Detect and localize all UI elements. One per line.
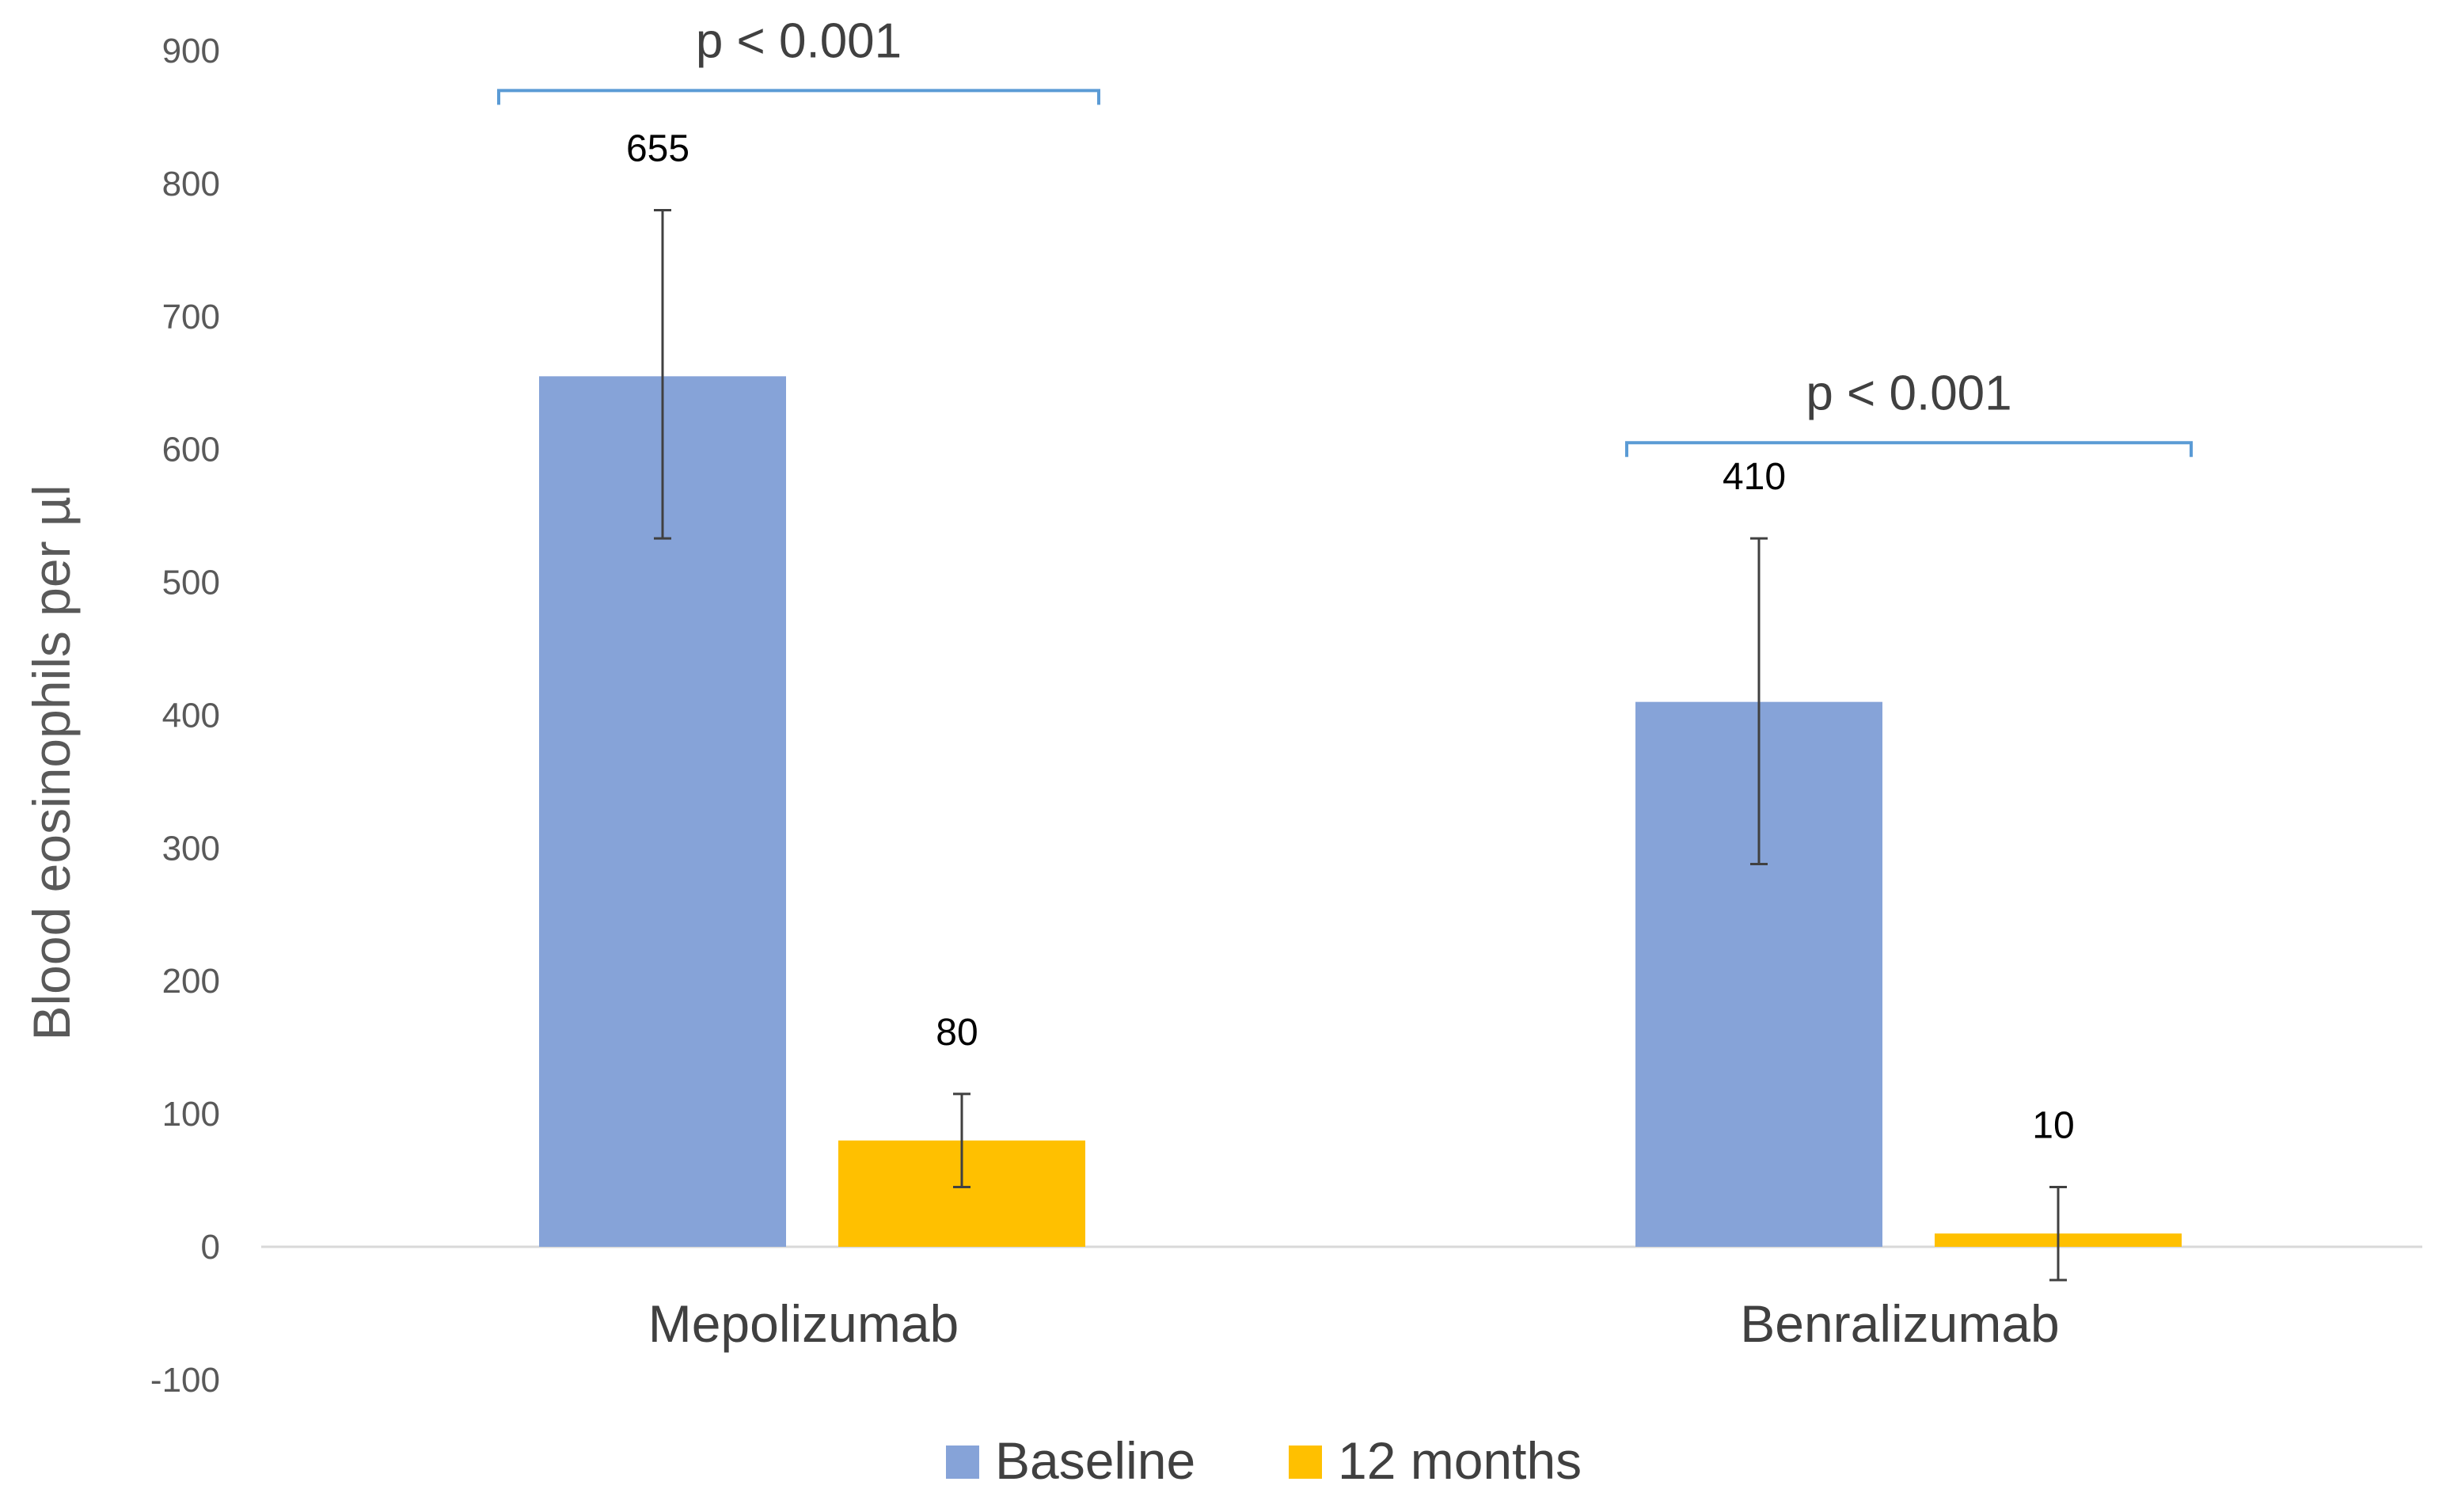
p-value-label: p < 0.001 xyxy=(696,13,902,68)
y-axis-title: Blood eosinophils per µl xyxy=(22,484,81,1040)
legend-swatch xyxy=(946,1446,979,1479)
x-category-label: Benralizumab xyxy=(1740,1294,2060,1353)
data-label: 410 xyxy=(1723,456,1786,498)
data-label: 80 xyxy=(936,1012,978,1054)
data-label: 10 xyxy=(2032,1104,2074,1146)
y-tick-label: -100 xyxy=(150,1361,220,1400)
y-tick-label: 400 xyxy=(162,696,220,735)
legend-swatch xyxy=(1289,1446,1322,1479)
legend-label: Baseline xyxy=(995,1431,1195,1490)
y-tick-label: 700 xyxy=(162,298,220,336)
y-tick-label: 100 xyxy=(162,1095,220,1134)
y-tick-label: 800 xyxy=(162,165,220,203)
significance-bracket xyxy=(1625,441,2193,458)
legend-label: 12 months xyxy=(1338,1431,1582,1490)
y-tick-label: 900 xyxy=(162,32,220,70)
y-tick-label: 300 xyxy=(162,829,220,868)
x-category-label: Mepolizumab xyxy=(648,1294,959,1353)
y-tick-label: 0 xyxy=(201,1228,220,1267)
y-tick-label: 600 xyxy=(162,431,220,469)
y-tick-label: 200 xyxy=(162,962,220,1001)
p-value-label: p < 0.001 xyxy=(1806,366,2011,420)
y-tick-label: 500 xyxy=(162,564,220,602)
data-label: 655 xyxy=(626,127,689,169)
significance-bracket xyxy=(497,89,1100,105)
